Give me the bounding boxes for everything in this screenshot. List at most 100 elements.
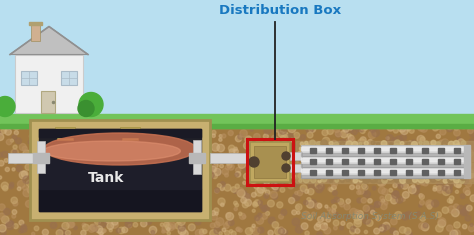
Circle shape [318, 146, 325, 153]
Circle shape [447, 199, 452, 203]
Circle shape [442, 166, 448, 172]
Bar [41, 90, 55, 113]
Circle shape [31, 135, 39, 143]
Circle shape [351, 162, 358, 169]
Circle shape [131, 213, 136, 218]
Circle shape [182, 190, 187, 194]
Circle shape [387, 162, 393, 168]
Circle shape [365, 162, 368, 166]
Circle shape [255, 178, 259, 181]
Bar [301, 175, 464, 178]
Circle shape [436, 212, 441, 218]
Circle shape [211, 211, 216, 215]
Circle shape [300, 185, 307, 192]
Circle shape [411, 141, 418, 148]
Circle shape [346, 138, 353, 145]
Circle shape [184, 155, 188, 159]
Circle shape [398, 148, 403, 154]
Circle shape [0, 153, 2, 157]
Circle shape [164, 128, 167, 131]
Circle shape [1, 128, 6, 133]
Circle shape [295, 172, 301, 178]
Circle shape [438, 141, 444, 147]
Circle shape [213, 174, 217, 177]
Circle shape [211, 143, 219, 151]
Circle shape [392, 138, 397, 143]
Circle shape [157, 151, 163, 156]
Circle shape [329, 151, 334, 156]
Circle shape [341, 156, 346, 161]
Circle shape [452, 173, 456, 177]
Bar [296, 141, 474, 161]
Circle shape [94, 215, 98, 219]
Circle shape [346, 177, 350, 181]
Circle shape [335, 154, 340, 160]
Circle shape [368, 199, 372, 203]
Circle shape [366, 219, 373, 226]
Bar [310, 159, 316, 164]
Circle shape [429, 167, 435, 173]
Circle shape [174, 159, 178, 162]
Circle shape [300, 163, 304, 167]
Circle shape [117, 213, 120, 216]
Bar [39, 129, 201, 137]
Circle shape [436, 166, 442, 172]
Circle shape [301, 223, 308, 230]
Circle shape [111, 129, 115, 132]
Circle shape [214, 163, 218, 167]
Circle shape [190, 214, 196, 220]
Circle shape [210, 157, 217, 162]
Circle shape [167, 227, 170, 231]
Circle shape [404, 227, 411, 235]
Circle shape [408, 186, 416, 194]
Circle shape [309, 122, 312, 125]
Circle shape [95, 167, 99, 170]
Circle shape [104, 190, 109, 195]
Circle shape [251, 166, 258, 172]
Circle shape [101, 189, 109, 196]
Circle shape [425, 167, 431, 173]
Circle shape [238, 228, 242, 232]
Circle shape [35, 183, 39, 187]
Circle shape [58, 227, 66, 235]
Circle shape [371, 167, 377, 174]
Circle shape [432, 125, 438, 131]
Circle shape [321, 161, 327, 167]
Circle shape [243, 165, 248, 171]
Circle shape [86, 181, 90, 184]
Circle shape [457, 137, 461, 140]
Circle shape [316, 156, 321, 161]
Circle shape [449, 196, 454, 201]
Circle shape [256, 139, 262, 145]
Circle shape [26, 200, 32, 207]
Circle shape [5, 129, 11, 135]
Circle shape [369, 151, 376, 158]
Circle shape [323, 153, 328, 157]
Circle shape [153, 127, 159, 133]
Bar [121, 130, 139, 136]
Circle shape [365, 166, 370, 172]
Circle shape [334, 166, 340, 172]
Circle shape [329, 141, 333, 145]
Circle shape [389, 167, 393, 172]
Circle shape [284, 164, 291, 171]
Circle shape [137, 133, 140, 136]
Circle shape [424, 152, 431, 158]
Circle shape [463, 224, 467, 229]
Circle shape [357, 211, 364, 217]
Circle shape [53, 185, 60, 192]
Circle shape [408, 141, 412, 145]
Circle shape [279, 159, 284, 164]
Circle shape [436, 224, 443, 232]
Circle shape [127, 188, 130, 192]
Circle shape [418, 164, 425, 171]
Circle shape [54, 132, 60, 138]
Circle shape [117, 160, 121, 164]
Circle shape [23, 176, 30, 184]
Circle shape [64, 193, 70, 199]
Circle shape [461, 141, 466, 145]
Circle shape [104, 218, 109, 223]
Circle shape [56, 230, 63, 235]
Circle shape [102, 193, 107, 198]
Circle shape [419, 223, 425, 229]
